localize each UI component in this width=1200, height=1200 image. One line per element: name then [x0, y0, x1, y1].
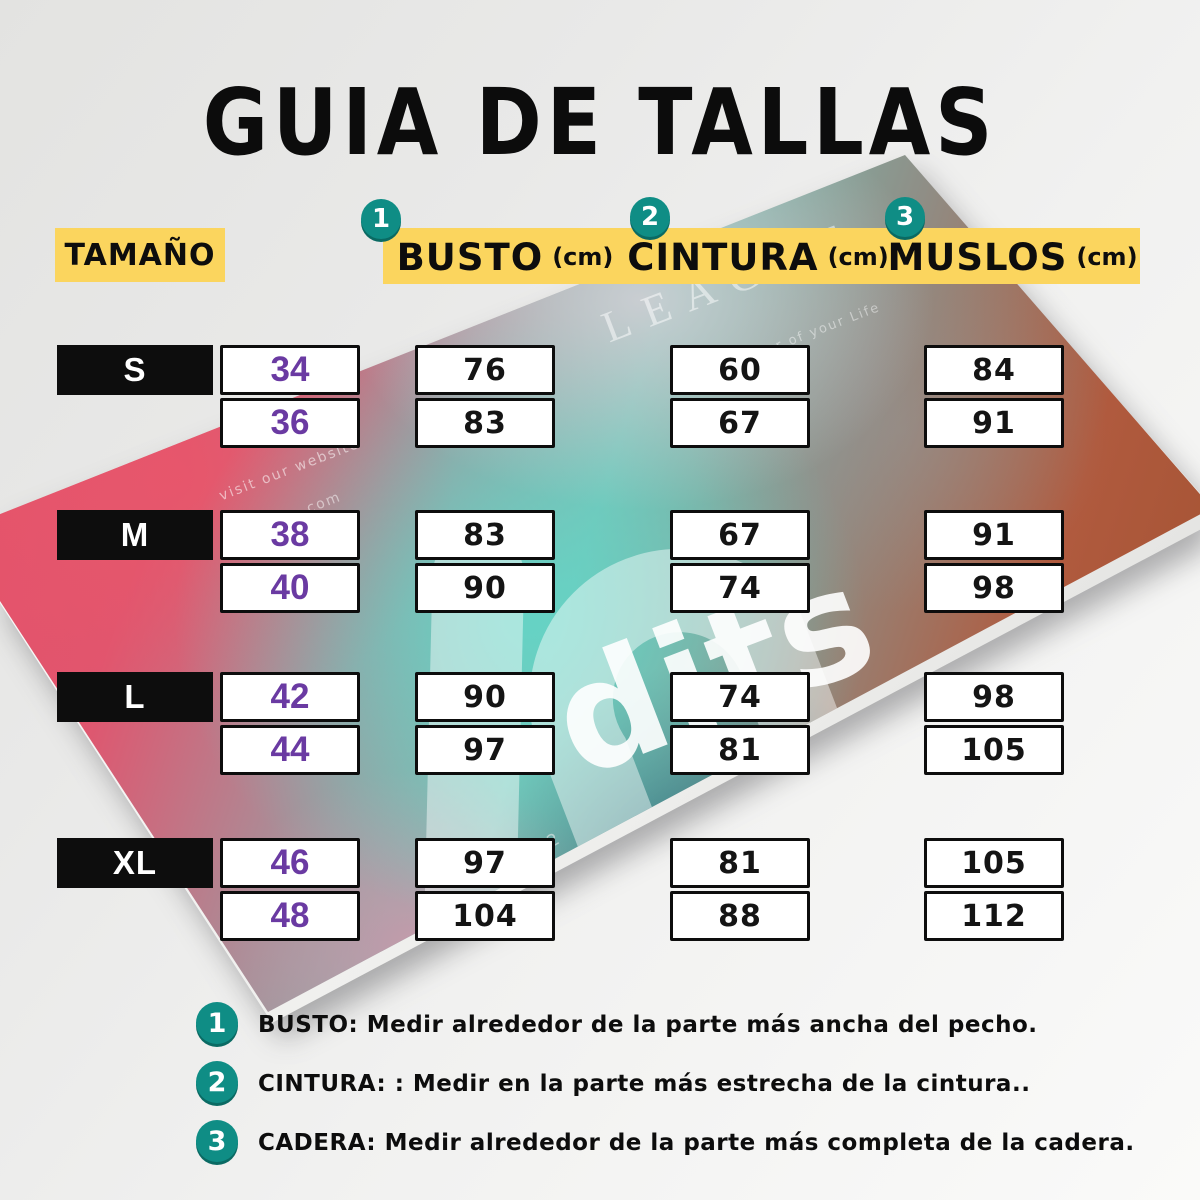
muslos-header-label: MUSLOS — [887, 235, 1068, 279]
number-badge-3: 3 — [885, 197, 925, 237]
busto-value-cell: 104 — [415, 891, 555, 941]
size-label-xl: XL — [57, 838, 213, 888]
cintura-value-cell: 88 — [670, 891, 810, 941]
note-badge-3: 3 — [196, 1120, 238, 1162]
busto-value-cell: 97 — [415, 838, 555, 888]
muslos-value-cell: 91 — [924, 398, 1064, 448]
note-busto: BUSTO: Medir alrededor de la parte más a… — [258, 1012, 1038, 1038]
size-label-s: S — [57, 345, 213, 395]
muslos-value-cell: 91 — [924, 510, 1064, 560]
muslos-value-cell: 98 — [924, 672, 1064, 722]
size-value-cell: 42 — [220, 672, 360, 722]
busto-value-cell: 83 — [415, 510, 555, 560]
muslos-value-cell: 105 — [924, 725, 1064, 775]
note-cadera: CADERA: Medir alrededor de la parte más … — [258, 1130, 1135, 1156]
page-title: GUIA DE TALLAS — [202, 70, 998, 177]
busto-value-cell: 76 — [415, 345, 555, 395]
busto-header-label: BUSTO — [396, 235, 544, 279]
cintura-value-cell: 81 — [670, 838, 810, 888]
cintura-column-header: CINTURA (cm) — [627, 232, 888, 282]
size-value-cell: 48 — [220, 891, 360, 941]
size-value-cell: 44 — [220, 725, 360, 775]
muslos-header-unit: (cm) — [1076, 243, 1138, 271]
size-column-header: TAMAÑO — [55, 228, 225, 282]
note-cintura: CINTURA: : Medir en la parte más estrech… — [258, 1071, 1031, 1097]
cintura-header-label: CINTURA — [627, 235, 819, 279]
size-value-cell: 46 — [220, 838, 360, 888]
measure-header-band — [383, 228, 1140, 284]
cintura-value-cell: 81 — [670, 725, 810, 775]
cintura-header-unit: (cm) — [827, 243, 889, 271]
busto-value-cell: 90 — [415, 563, 555, 613]
cintura-value-cell: 74 — [670, 563, 810, 613]
note-badge-1: 1 — [196, 1002, 238, 1044]
cintura-value-cell: 67 — [670, 510, 810, 560]
note-badge-2: 2 — [196, 1061, 238, 1103]
busto-column-header: BUSTO (cm) — [393, 232, 617, 282]
size-value-cell: 34 — [220, 345, 360, 395]
size-label-l: L — [57, 672, 213, 722]
size-value-cell: 38 — [220, 510, 360, 560]
muslos-value-cell: 84 — [924, 345, 1064, 395]
number-badge-1: 1 — [361, 199, 401, 239]
cintura-value-cell: 74 — [670, 672, 810, 722]
cintura-value-cell: 60 — [670, 345, 810, 395]
size-value-cell: 36 — [220, 398, 360, 448]
muslos-value-cell: 105 — [924, 838, 1064, 888]
cintura-value-cell: 67 — [670, 398, 810, 448]
busto-value-cell: 83 — [415, 398, 555, 448]
busto-value-cell: 90 — [415, 672, 555, 722]
muslos-value-cell: 98 — [924, 563, 1064, 613]
muslos-value-cell: 112 — [924, 891, 1064, 941]
size-label-m: M — [57, 510, 213, 560]
muslos-column-header: MUSLOS (cm) — [887, 232, 1138, 282]
busto-header-unit: (cm) — [552, 243, 614, 271]
number-badge-2: 2 — [630, 197, 670, 237]
busto-value-cell: 97 — [415, 725, 555, 775]
size-value-cell: 40 — [220, 563, 360, 613]
